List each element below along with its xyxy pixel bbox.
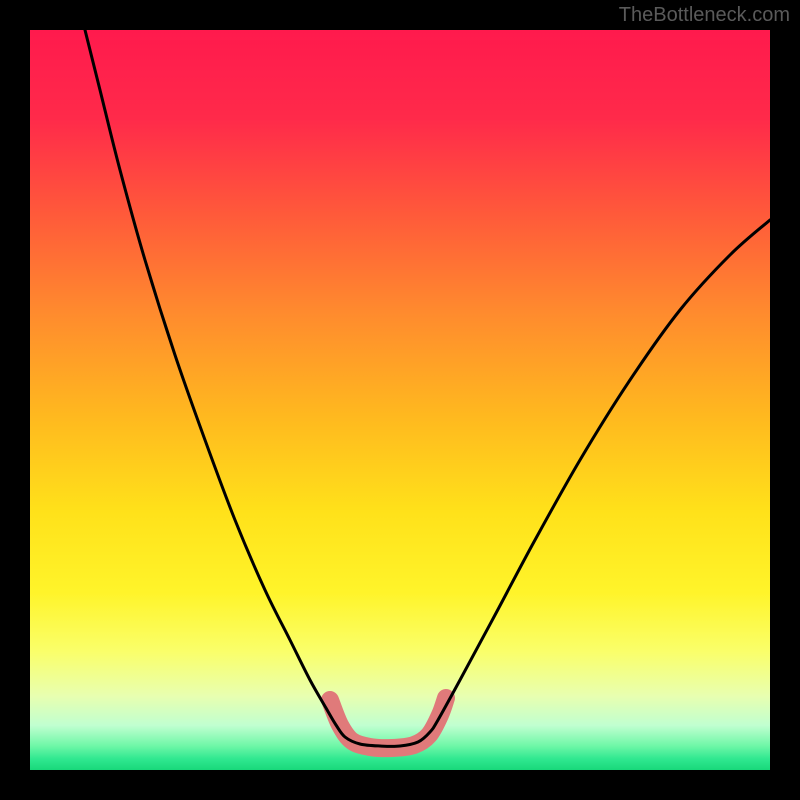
valley-marker [330, 698, 446, 748]
plot-area [30, 30, 770, 770]
watermark-text: TheBottleneck.com [619, 4, 790, 27]
curve-layer [30, 30, 770, 770]
bottleneck-curve [85, 30, 770, 746]
